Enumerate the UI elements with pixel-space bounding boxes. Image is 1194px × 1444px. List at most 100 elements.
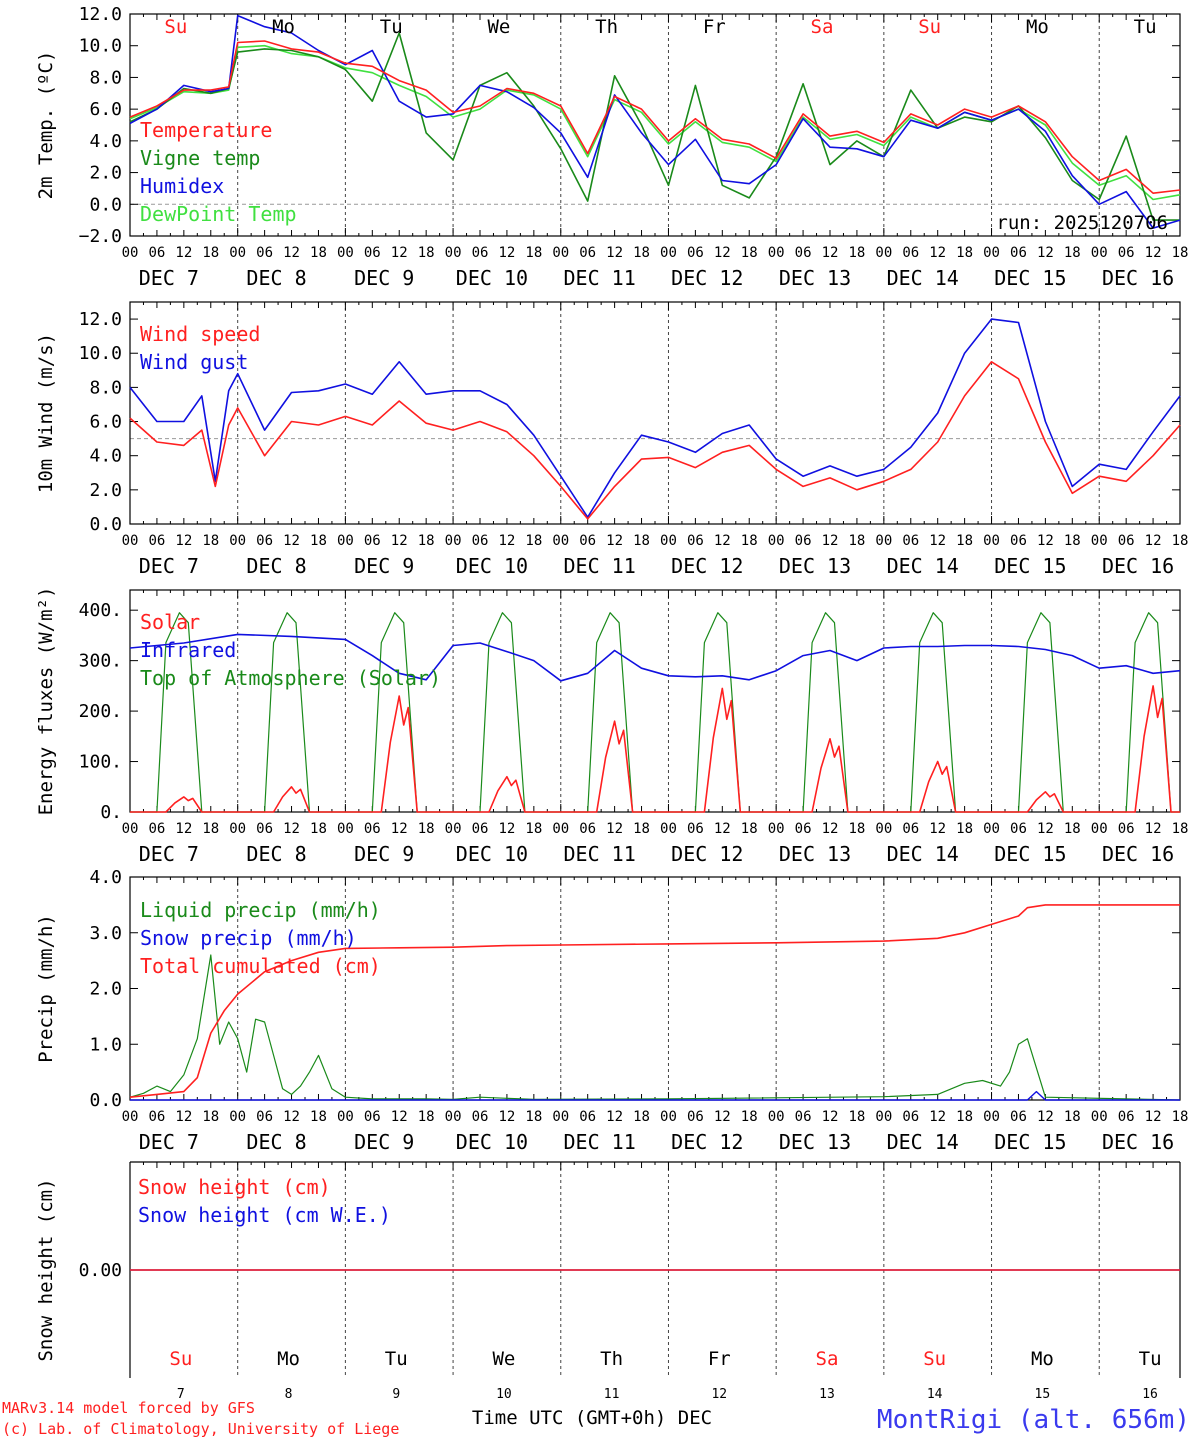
y-axis-label: Snow height (cm): [35, 1178, 57, 1361]
hour-tick-label: 06: [1010, 1109, 1027, 1125]
hour-tick-label: 18: [956, 533, 973, 549]
hour-tick-label: 18: [202, 533, 219, 549]
y-tick-label: 8.0: [89, 377, 122, 398]
hour-tick-label: 00: [445, 533, 462, 549]
day-number-label: 13: [819, 1387, 835, 1402]
legend-entry: Snow precip (mm/h): [140, 926, 357, 950]
hour-tick-label: 06: [795, 245, 812, 261]
weekday-label: Su: [923, 1348, 946, 1370]
series-line-total-cumulated: [129, 904, 1180, 1098]
hour-tick-label: 00: [1091, 245, 1108, 261]
date-label: DEC 9: [354, 554, 414, 578]
hour-tick-label: 00: [337, 1109, 354, 1125]
y-tick-label: −2.0: [79, 226, 122, 247]
hour-tick-label: 00: [445, 245, 462, 261]
hour-tick-label: 18: [633, 821, 650, 837]
hour-tick-label: 12: [1037, 245, 1054, 261]
date-label: DEC 16: [1102, 1130, 1174, 1154]
y-axis-label: Precip (mm/h): [35, 914, 57, 1063]
x-axis-label: Time UTC (GMT+0h) DEC: [472, 1407, 712, 1429]
day-number-label: 11: [604, 1387, 620, 1402]
hour-tick-label: 00: [122, 821, 139, 837]
footer-credit: (c) Lab. of Climatology, University of L…: [2, 1420, 399, 1438]
weekday-label: Mo: [1026, 16, 1049, 38]
date-label: DEC 12: [671, 266, 743, 290]
hour-tick-label: 00: [660, 533, 677, 549]
hour-tick-label: 06: [687, 821, 704, 837]
hour-tick-label: 00: [875, 1109, 892, 1125]
hour-tick-label: 06: [1118, 245, 1135, 261]
hour-tick-label: 12: [391, 245, 408, 261]
panel-energy: [129, 589, 1181, 813]
hour-tick-label: 12: [283, 533, 300, 549]
legend-entry: Snow height (cm W.E.): [138, 1203, 391, 1227]
hour-tick-label: 18: [1064, 533, 1081, 549]
hour-tick-label: 06: [472, 245, 489, 261]
hour-tick-label: 12: [606, 245, 623, 261]
hour-tick-label: 12: [283, 1109, 300, 1125]
hour-tick-label: 18: [1064, 1109, 1081, 1125]
weekday-label: Tu: [385, 1348, 408, 1370]
date-label: DEC 14: [887, 1130, 959, 1154]
date-label: DEC 10: [456, 554, 528, 578]
legend-entry: Wind gust: [140, 350, 248, 374]
hour-tick-label: 06: [687, 245, 704, 261]
hour-tick-label: 18: [418, 1109, 435, 1125]
hour-tick-label: 12: [498, 1109, 515, 1125]
hour-tick-label: 12: [929, 245, 946, 261]
hour-tick-label: 06: [1118, 1109, 1135, 1125]
hour-tick-label: 06: [795, 533, 812, 549]
hour-tick-label: 06: [364, 245, 381, 261]
y-tick-label: 12.0: [79, 309, 122, 330]
legend-entry: Top of Atmosphere (Solar): [140, 666, 441, 690]
weekday-label: We: [492, 1348, 515, 1370]
hour-tick-label: 06: [579, 245, 596, 261]
hour-tick-label: 06: [902, 821, 919, 837]
hour-tick-label: 06: [579, 1109, 596, 1125]
panel-temp: [129, 13, 1181, 237]
hour-tick-label: 18: [310, 245, 327, 261]
panel-wind: [129, 301, 1181, 525]
hour-tick-label: 06: [579, 533, 596, 549]
hour-tick-label: 00: [875, 245, 892, 261]
hour-tick-label: 12: [714, 533, 731, 549]
hour-tick-label: 12: [391, 821, 408, 837]
hour-tick-label: 00: [660, 245, 677, 261]
date-label: DEC 7: [139, 842, 199, 866]
weekday-label: Mo: [1031, 1348, 1054, 1370]
hour-tick-label: 06: [256, 533, 273, 549]
series-line-liquid-precip: [129, 954, 1181, 1101]
legend-entry: Total cumulated (cm): [140, 954, 381, 978]
date-label: DEC 7: [139, 1130, 199, 1154]
hour-tick-label: 18: [1172, 245, 1189, 261]
legend-entry: Vigne temp: [140, 146, 260, 170]
hour-tick-label: 06: [579, 821, 596, 837]
date-label: DEC 11: [563, 266, 635, 290]
hour-tick-label: 00: [1091, 821, 1108, 837]
hour-tick-label: 12: [1037, 1109, 1054, 1125]
weekday-label: Su: [169, 1348, 192, 1370]
hour-tick-label: 18: [741, 245, 758, 261]
date-label: DEC 10: [456, 1130, 528, 1154]
y-axis-label: 2m Temp. (ºC): [35, 51, 57, 200]
hour-tick-label: 12: [714, 821, 731, 837]
hour-tick-label: 00: [229, 245, 246, 261]
legend-entry: DewPoint Temp: [140, 202, 297, 226]
hour-tick-label: 00: [552, 1109, 569, 1125]
date-label: DEC 10: [456, 266, 528, 290]
hour-tick-label: 06: [1010, 245, 1027, 261]
hour-tick-label: 12: [822, 1109, 839, 1125]
hour-tick-label: 00: [768, 821, 785, 837]
date-label: DEC 10: [456, 842, 528, 866]
hour-tick-label: 06: [472, 1109, 489, 1125]
date-label: DEC 16: [1102, 554, 1174, 578]
date-label: DEC 14: [887, 842, 959, 866]
hour-tick-label: 12: [1145, 245, 1162, 261]
hour-tick-label: 12: [929, 821, 946, 837]
date-label: DEC 13: [779, 554, 851, 578]
weekday-label: Th: [600, 1348, 623, 1370]
hour-tick-label: 18: [310, 821, 327, 837]
hour-tick-label: 12: [175, 245, 192, 261]
date-label: DEC 15: [994, 842, 1066, 866]
hour-tick-label: 00: [445, 1109, 462, 1125]
